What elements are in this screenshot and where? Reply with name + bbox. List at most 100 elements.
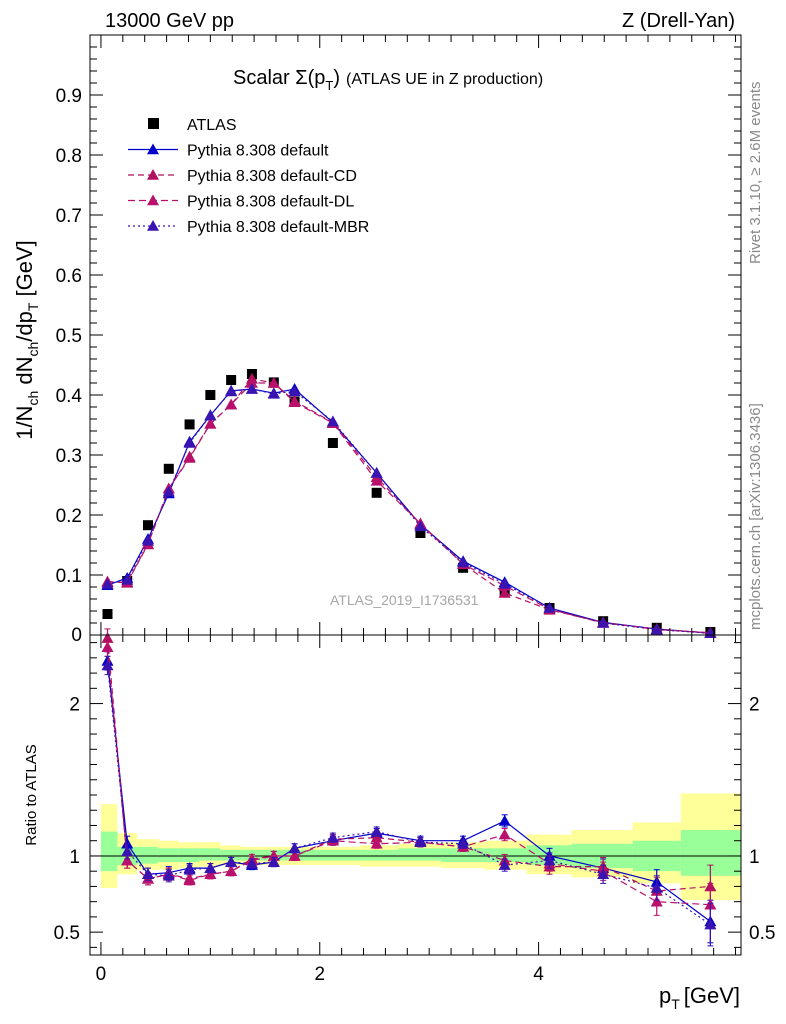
legend-marker-mbr [147,220,159,231]
mbr-point [245,383,258,394]
rivet-label: Rivet 3.1.10, ≥ 2.6M events [747,82,764,265]
mbr-ratio-point [101,659,114,671]
mbr-ratio-point [498,859,511,870]
uncertainty-band-inner [360,849,399,861]
dl-ratio-point [225,865,238,876]
y-tick-label: 0.3 [56,446,82,467]
default-ratio-line [106,660,711,922]
default-ratio-point [498,814,511,826]
mbr-point [597,617,610,628]
ratio-ticks: 0.5 0.5 1 1 2 2 0 2 4 [54,635,775,985]
y-tick-label: 0.2 [56,506,82,527]
mcplots-label: mcplots.cern.ch [arXiv:1306.3436] [747,403,764,630]
ratio-y-tick-label-left: 2 [69,695,80,716]
ratio-frame [89,634,742,956]
mbr-point [650,623,663,635]
atlas-point [142,520,153,531]
mbr-point [141,534,154,546]
y-tick-label: 0.1 [56,566,82,587]
mbr-point [162,485,175,497]
y-tick-label: 0.5 [56,326,82,347]
mbr-ratio-point [267,856,280,867]
ratio-y-tick-label-right: 0.5 [749,923,775,944]
dl-point [204,417,217,429]
ratio-y-tick-label-right: 1 [749,847,760,868]
y-tick-label: 0.7 [56,206,82,227]
y-tick-label: 0.9 [56,86,82,107]
main-ticks: 0.1 0.2 0.3 0.4 0.5 0.6 0.7 0.8 0.9 0 [56,34,741,646]
mbr-point [414,520,427,532]
dl-ratio-point [183,874,196,886]
legend-label-default: Pythia 8.308 default [187,143,329,160]
legend-label-dl: Pythia 8.308 default-DL [187,194,354,211]
legend-marker-default [147,143,159,155]
mbr-ratio-point [288,842,301,854]
atlas-point [184,419,195,430]
mbr-ratio-point [121,845,134,857]
x-tick-label: 0 [96,964,107,985]
mbr-ratio-point [141,868,154,880]
main-panel: 0.1 0.2 0.3 0.4 0.5 0.6 0.7 0.8 0.9 0 1/Nch dNch/… [12,34,742,646]
mbr-point [543,602,556,613]
mbr-ratio-point [543,854,556,866]
y-tick-label-zero: 0 [71,625,82,646]
uncertainty-band-inner [178,848,200,863]
mbr-ratio-point [414,836,427,848]
dl-point [288,396,301,407]
mbr-point [288,385,301,397]
uncertainty-band-inner [441,848,484,863]
mbr-ratio-point [225,856,238,867]
mbr-point [183,437,196,448]
y-tick-label: 0.4 [56,386,83,407]
legend-item-default: Pythia 8.308 default [128,143,329,160]
atlas-point [163,463,174,474]
dl-point [225,398,238,410]
uncertainty-band-inner [100,831,118,872]
legend-item-atlas: ATLAS [148,117,237,134]
ratio-panel: 0.5 0.5 1 1 2 2 0 2 4 Ratio to ATLAS pT [GeV] [23,628,775,1012]
dl-ratio-point [267,849,280,861]
atlas-point [205,390,216,400]
uncertainty-band-inner [398,848,442,861]
mbr-ratio-point [370,825,383,837]
legend-label-atlas: ATLAS [187,117,237,134]
dl-point [370,474,383,486]
legend-label-cd: Pythia 8.308 default-CD [187,168,357,185]
mbr-point [204,409,217,421]
mbr-point [326,415,339,427]
atlas-point [102,609,113,619]
x-tick-label: 2 [314,964,325,985]
legend-item-cd: Pythia 8.308 default-CD [128,168,357,185]
mbr-ratio-point [326,831,339,843]
mbr-point [457,556,470,568]
uncertainty-band-inner [199,848,221,861]
dl-point [245,377,258,388]
main-y-axis-title: 1/Nch dNch/dpT [GeV] [12,240,41,440]
cd-point [498,587,511,598]
ratio-y-tick-label-right: 2 [749,695,760,716]
mbr-ratio-point [457,837,470,849]
uncertainty-band-inner [220,849,241,861]
dl-point [183,452,196,463]
mbr-point [121,573,134,585]
main-marks [101,369,717,638]
atlas-point [327,438,338,448]
uncertainty-band-inner [137,846,158,864]
legend-label-mbr: Pythia 8.308 default-MBR [187,219,369,236]
mbr-ratio-point [704,918,717,930]
y-tick-label: 0.8 [56,146,82,167]
dl-ratio-point [288,849,301,861]
mbr-ratio-point [183,863,196,875]
mbr-point [267,387,280,399]
mbr-ratio-point [204,862,217,873]
dl-ratio-point [498,828,511,840]
mbr-ratio-line [106,665,711,925]
mbr-point [101,578,114,589]
mbr-point [225,385,238,397]
analysis-watermark: ATLAS_2019_I1736531 [330,592,479,608]
mbr-ratio-point [162,869,175,881]
ratio-marks [101,628,717,947]
energy-label: 13000 GeV pp [105,10,234,32]
dl-ratio-point [121,854,134,866]
atlas-point [226,375,237,385]
